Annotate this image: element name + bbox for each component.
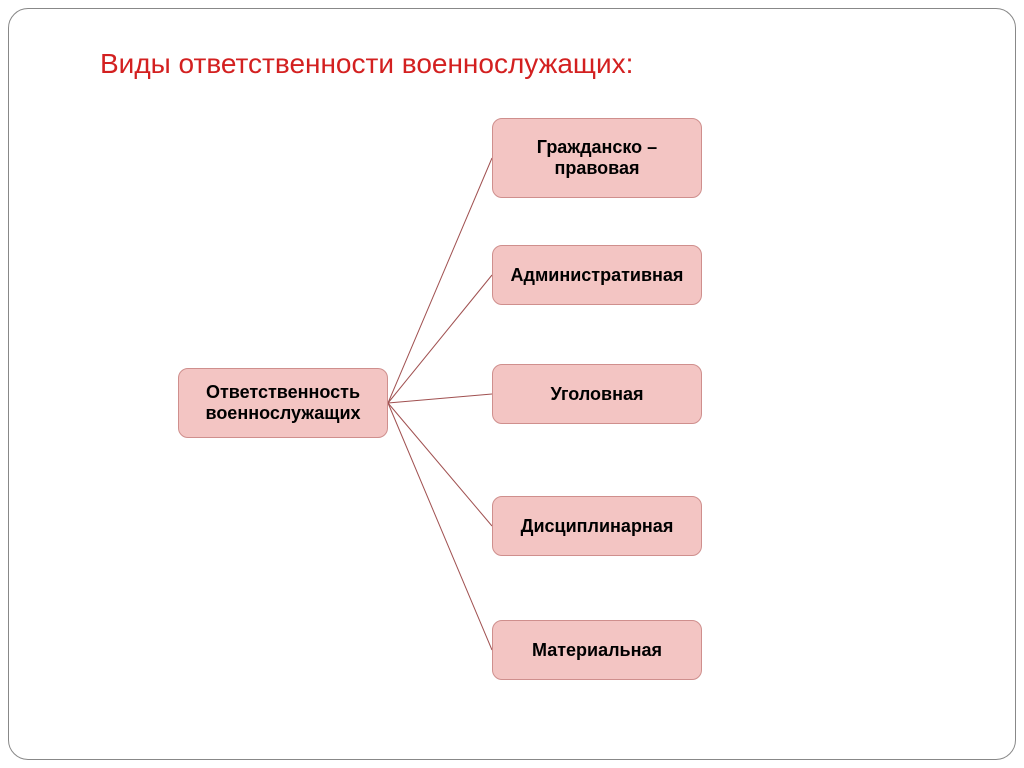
child-node-1: Административная xyxy=(492,245,702,305)
child-node-2: Уголовная xyxy=(492,364,702,424)
child-node-0: Гражданско – правовая xyxy=(492,118,702,198)
child-node-4: Материальная xyxy=(492,620,702,680)
root-node: Ответственность военнослужащих xyxy=(178,368,388,438)
diagram-title: Виды ответственности военнослужащих: xyxy=(100,48,633,80)
child-node-3: Дисциплинарная xyxy=(492,496,702,556)
